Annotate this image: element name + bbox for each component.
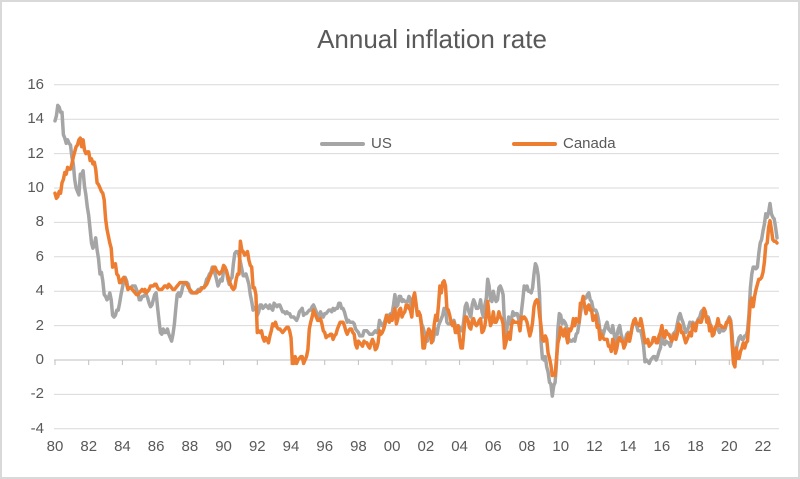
x-tick-label: 88 [181, 438, 199, 455]
x-tick-label: 12 [586, 438, 603, 455]
y-tick-label: -2 [30, 385, 44, 403]
us-line [53, 103, 779, 398]
x-tick-label: 02 [417, 438, 435, 455]
y-tick-label: 6 [35, 247, 44, 265]
x-tick-label: 04 [451, 438, 468, 455]
y-tick-label: 12 [27, 144, 44, 162]
y-tick-label: 2 [35, 316, 44, 334]
y-tick-label: 8 [35, 213, 44, 231]
x-tick-label: 10 [552, 438, 570, 455]
x-tick-label: 98 [350, 438, 367, 455]
legend-item-us: US [320, 134, 392, 154]
x-tick-label: 90 [215, 438, 232, 455]
x-tick-label: 14 [619, 438, 637, 455]
x-tick-label: 16 [653, 438, 671, 455]
legend-label-canada: Canada [563, 135, 616, 152]
x-tick-label: 06 [484, 438, 502, 455]
x-tick-label: 94 [282, 438, 300, 455]
x-tick-label: 92 [248, 438, 266, 455]
y-tick-label: 4 [35, 282, 44, 300]
x-tick-label: 82 [80, 438, 98, 455]
y-tick-label: 10 [27, 179, 44, 196]
x-tick-label: 96 [316, 438, 334, 455]
chart-title: Annual inflation rate [317, 24, 547, 54]
x-tick-label: 08 [518, 438, 536, 455]
y-tick-label: 14 [27, 110, 44, 128]
x-tick-label: 00 [383, 438, 401, 455]
y-tick-label: -4 [30, 419, 44, 437]
x-tick-label: 80 [46, 438, 64, 455]
canada-line-swatch [512, 141, 557, 147]
y-tick-label: 16 [27, 75, 44, 93]
legend-item-canada: Canada [512, 134, 616, 154]
y-tick-label: 0 [35, 351, 44, 368]
x-tick-label: 18 [687, 438, 704, 455]
x-tick-label: 20 [720, 438, 738, 455]
legend-label-us: US [371, 135, 392, 152]
x-tick-label: 22 [754, 438, 772, 455]
us-line-swatch [320, 141, 365, 147]
x-tick-label: 86 [147, 438, 165, 455]
canada-line [53, 136, 779, 378]
x-tick-label: 84 [114, 438, 131, 455]
